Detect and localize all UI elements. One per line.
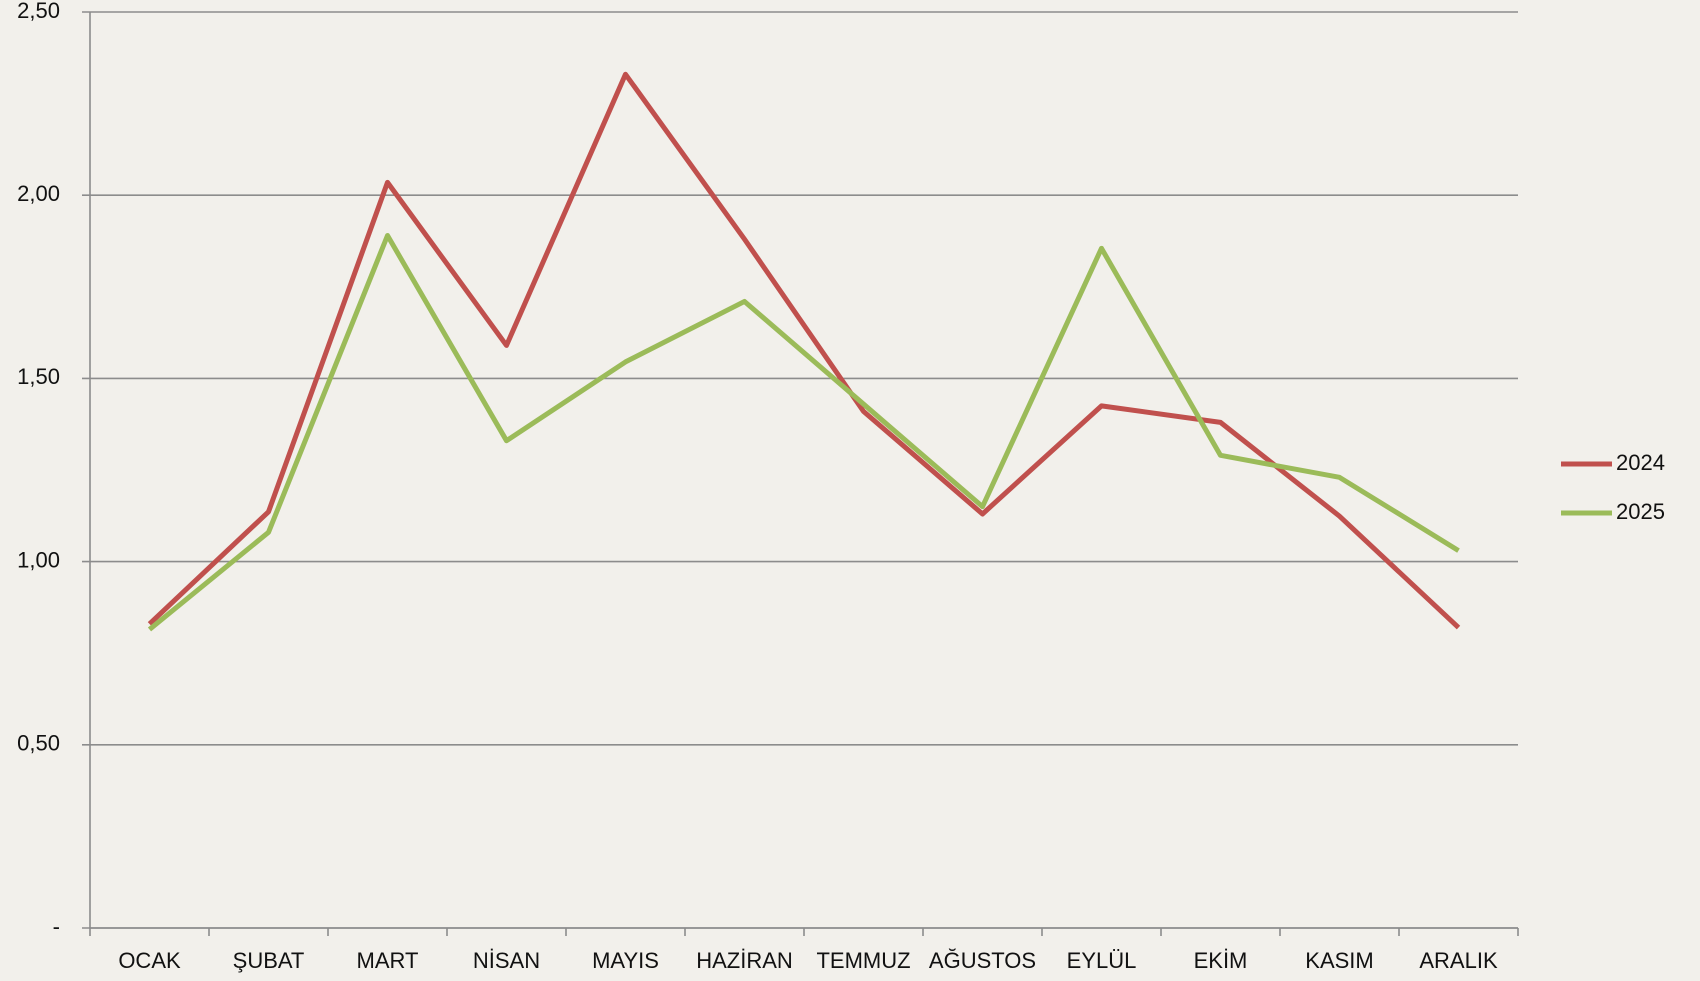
- x-tick-label: KASIM: [1305, 948, 1373, 973]
- x-tick-label: MART: [357, 948, 419, 973]
- series-line: [147, 71, 1461, 630]
- legend-label: 2024: [1616, 450, 1665, 475]
- x-tick-label: TEMMUZ: [816, 948, 910, 973]
- x-tick-label: EYLÜL: [1067, 948, 1137, 973]
- x-tick-label: NİSAN: [473, 948, 540, 973]
- x-tick-label: OCAK: [118, 948, 181, 973]
- x-tick-label: MAYIS: [592, 948, 659, 973]
- y-tick-label: 0,50: [17, 731, 60, 756]
- y-tick-label: -: [53, 914, 60, 939]
- y-tick-label: 1,00: [17, 547, 60, 572]
- x-tick-label: AĞUSTOS: [929, 948, 1036, 973]
- y-tick-label: 2,00: [17, 181, 60, 206]
- y-tick-label: 2,50: [17, 0, 60, 23]
- legend-label: 2025: [1616, 499, 1665, 524]
- series-line: [147, 233, 1460, 632]
- x-tick-label: ARALIK: [1419, 948, 1498, 973]
- x-tick-label: EKİM: [1194, 948, 1248, 973]
- x-tick-label: ŞUBAT: [233, 948, 305, 973]
- y-tick-label: 1,50: [17, 364, 60, 389]
- x-tick-label: HAZİRAN: [696, 948, 793, 973]
